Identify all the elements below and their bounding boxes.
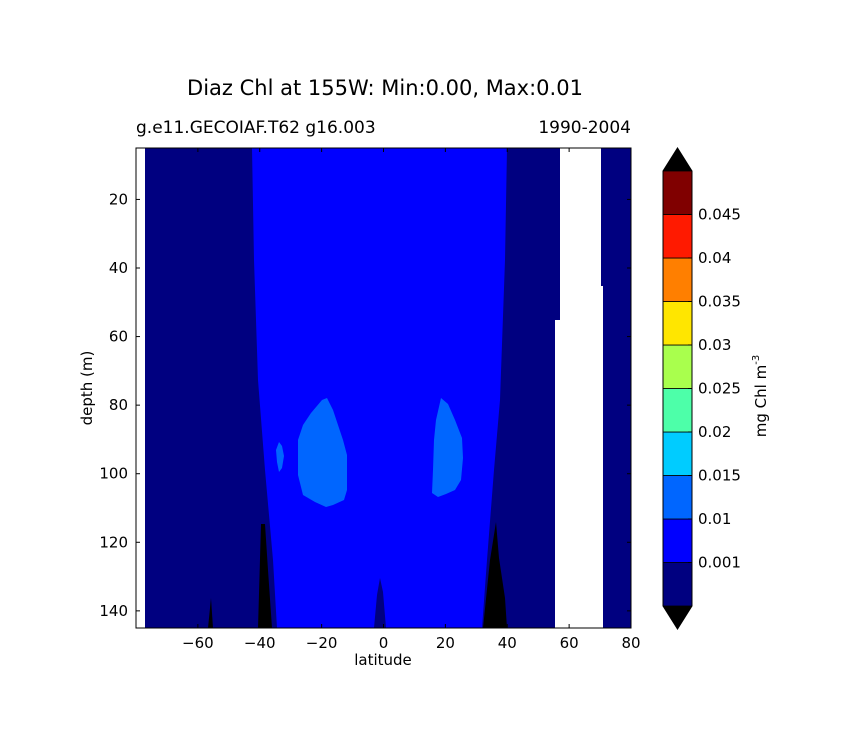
x-tick-label: −20 xyxy=(306,634,338,652)
colorbar-segment xyxy=(662,170,693,215)
region-missing-west xyxy=(136,148,145,628)
colorbar-tick-label: 0.001 xyxy=(698,554,741,572)
colorbar-label: mg Chl m-3 xyxy=(751,355,770,437)
y-axis-label: depth (m) xyxy=(78,351,96,426)
colorbar-extend-over xyxy=(663,148,692,171)
spike-under-3 xyxy=(483,522,507,628)
region-level-2-left xyxy=(298,398,347,507)
colorbar-tick-label: 0.02 xyxy=(698,423,731,441)
colorbar-frame xyxy=(662,147,693,630)
x-tick-label: 40 xyxy=(498,634,517,652)
region-missing-east xyxy=(555,148,603,628)
y-axis: 20 40 60 80 100 120 140 xyxy=(99,190,631,620)
y-tick-label: 80 xyxy=(109,396,128,414)
colorbar-label-text: mg Chl m xyxy=(752,365,770,437)
x-tick-label: 80 xyxy=(621,634,640,652)
colorbar-segments xyxy=(662,170,693,607)
y-tick-label: 60 xyxy=(109,328,128,346)
colorbar-tick-label: 0.025 xyxy=(698,380,741,398)
region-lowest-equator xyxy=(374,578,386,628)
chart-title: Diaz Chl at 155W: Min:0.00, Max:0.01 xyxy=(187,76,583,100)
colorbar-ticks: 0.001 0.01 0.015 0.02 0.025 0.03 0.035 0.04 0.04… xyxy=(688,206,741,572)
colorbar: 0.001 0.01 0.015 0.02 0.025 0.03 0.035 0.04 0.04… xyxy=(662,147,770,630)
chart-subtitle-left: g.e11.GECOIAF.T62 g16.003 xyxy=(136,118,376,138)
y-tick-label: 120 xyxy=(99,533,128,551)
y-tick-label: 20 xyxy=(109,190,128,208)
colorbar-segment xyxy=(662,475,693,520)
x-tick-label: 60 xyxy=(560,634,579,652)
colorbar-tick-label: 0.03 xyxy=(698,336,731,354)
y-tick-label: 140 xyxy=(99,602,128,620)
plot-area xyxy=(136,148,631,628)
colorbar-tick-label: 0.01 xyxy=(698,510,731,528)
x-tick-label: 0 xyxy=(379,634,389,652)
colorbar-segment xyxy=(662,214,693,259)
x-tick-label: −40 xyxy=(244,634,276,652)
colorbar-extend-under xyxy=(663,606,692,629)
colorbar-segment xyxy=(662,301,693,346)
colorbar-tick-label: 0.035 xyxy=(698,293,741,311)
x-tick-label: −60 xyxy=(182,634,214,652)
chart-subtitle-right: 1990-2004 xyxy=(538,118,631,138)
x-axis: −60 −40 −20 0 20 40 60 80 xyxy=(182,148,641,652)
colorbar-tick-label: 0.04 xyxy=(698,249,731,267)
colorbar-segment xyxy=(662,344,693,389)
region-level-1 xyxy=(252,148,507,628)
spike-under-2 xyxy=(258,524,272,628)
spike-under-1 xyxy=(208,598,213,628)
x-tick-label: 20 xyxy=(436,634,455,652)
colorbar-segment xyxy=(662,257,693,302)
region-level-2-small xyxy=(276,442,284,472)
colorbar-segment xyxy=(662,388,693,433)
region-level-2-right xyxy=(432,398,463,497)
colorbar-label-exponent: -3 xyxy=(751,355,762,365)
colorbar-segment xyxy=(662,518,693,563)
colorbar-tick-label: 0.045 xyxy=(698,206,741,224)
colorbar-segment xyxy=(662,562,693,607)
y-tick-label: 100 xyxy=(99,465,128,483)
y-tick-label: 40 xyxy=(109,259,128,277)
colorbar-segment xyxy=(662,431,693,476)
x-axis-label: latitude xyxy=(354,651,412,669)
colorbar-tick-label: 0.015 xyxy=(698,467,741,485)
